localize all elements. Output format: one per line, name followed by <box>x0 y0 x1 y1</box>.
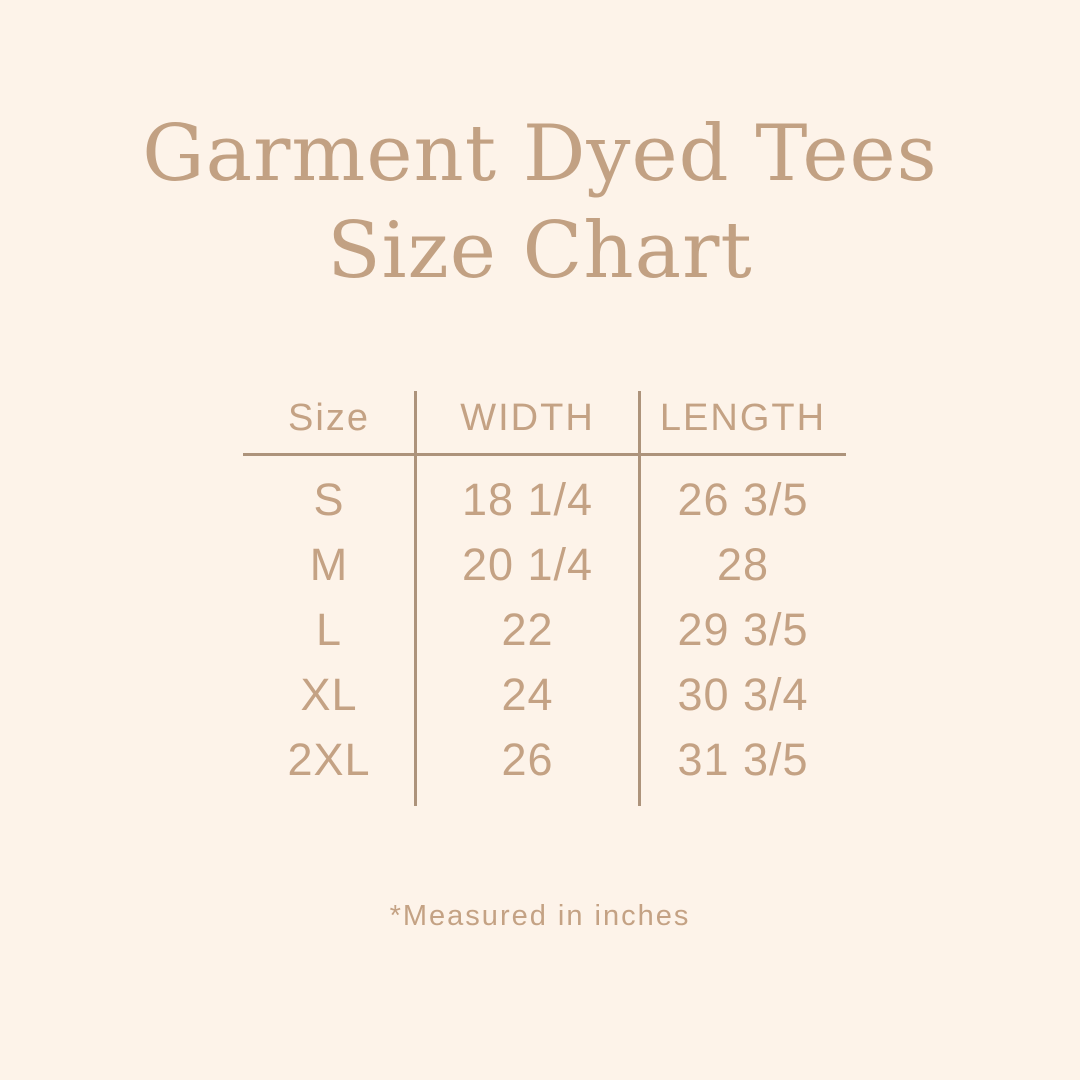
table-row: 2XL 26 31 3/5 <box>243 727 846 792</box>
length-value: 29 3/5 <box>677 603 809 655</box>
table-row: XL 24 30 3/4 <box>243 662 846 727</box>
table-row: L 22 29 3/5 <box>243 597 846 662</box>
size-label: XL <box>300 668 358 720</box>
length-value: 28 <box>716 538 770 590</box>
table-header-row: Size WIDTH LENGTH <box>243 385 846 451</box>
page-title: Garment Dyed Tees Size Chart <box>0 106 1080 300</box>
width-value: 26 <box>501 733 554 785</box>
width-value: 24 <box>501 668 554 720</box>
table-column-divider-1 <box>414 391 417 806</box>
column-header-size: Size <box>288 396 370 439</box>
size-label: 2XL <box>287 733 371 785</box>
page-title-line1: Garment Dyed Tees <box>142 109 938 199</box>
size-label: M <box>309 538 349 590</box>
table-row: S 18 1/4 26 3/5 <box>243 467 846 532</box>
column-header-length: LENGTH <box>659 396 827 439</box>
table-header-divider <box>243 453 846 456</box>
table-row: M 20 1/4 28 <box>243 532 846 597</box>
column-header-width: WIDTH <box>460 396 595 439</box>
page-title-line2: Size Chart <box>327 206 753 296</box>
length-value: 31 3/5 <box>677 733 809 785</box>
length-value: 30 3/4 <box>677 668 809 720</box>
table-body: S 18 1/4 26 3/5 M 20 1/4 28 L 22 29 3/5 … <box>243 467 846 792</box>
table-column-divider-2 <box>638 391 641 806</box>
size-label: L <box>315 603 343 655</box>
width-value: 18 1/4 <box>461 473 594 525</box>
width-value: 20 1/4 <box>461 538 594 590</box>
length-value: 26 3/5 <box>677 473 809 525</box>
measurement-footnote: *Measured in inches <box>389 900 691 932</box>
width-value: 22 <box>501 603 554 655</box>
size-label: S <box>313 473 345 525</box>
